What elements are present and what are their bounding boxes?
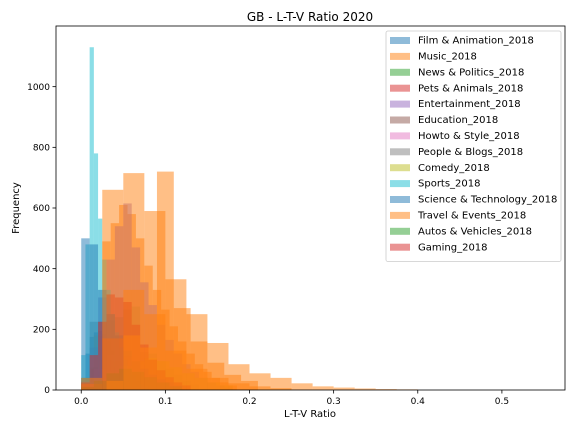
histogram-bar xyxy=(270,377,292,390)
histogram-bar xyxy=(89,47,94,390)
histogram-bar xyxy=(228,364,250,390)
y-axis-label: Frequency xyxy=(11,182,22,234)
legend-swatch xyxy=(390,180,410,188)
legend-item: News & Politics_2018 xyxy=(390,67,524,78)
histogram-bar xyxy=(186,314,208,390)
histogram-bar xyxy=(291,383,313,390)
histogram-bar xyxy=(249,373,271,390)
x-tick-label: 0.1 xyxy=(158,397,172,407)
y-tick-label: 200 xyxy=(33,326,50,336)
legend-swatch xyxy=(390,132,410,140)
legend-swatch xyxy=(390,196,410,203)
legend-swatch xyxy=(390,52,410,60)
legend-item: Music_2018 xyxy=(390,52,477,63)
legend-label: People & Blogs_2018 xyxy=(418,147,523,158)
y-tick-label: 800 xyxy=(33,144,50,154)
histogram-bar xyxy=(102,189,124,390)
x-axis-ticks: 0.0 0.1 0.2 0.3 0.4 0.5 xyxy=(74,390,509,407)
legend-swatch xyxy=(390,211,410,219)
histogram-bar xyxy=(207,342,229,390)
legend-swatch xyxy=(390,243,410,251)
legend-label: Travel & Events_2018 xyxy=(417,211,526,222)
y-tick-label: 600 xyxy=(33,204,50,214)
bars-layer xyxy=(81,47,418,390)
legend-label: Sports_2018 xyxy=(418,179,481,190)
legend-item: Sports_2018 xyxy=(390,179,481,190)
x-tick-label: 0.5 xyxy=(495,397,509,407)
y-tick-label: 1000 xyxy=(27,83,50,93)
legend-item: Gaming_2018 xyxy=(390,242,488,253)
legend-item: Film & Animation_2018 xyxy=(390,36,534,47)
legend-item: Autos & Vehicles_2018 xyxy=(390,226,532,237)
histogram-bar xyxy=(81,238,90,390)
legend-label: Music_2018 xyxy=(418,52,477,63)
legend-label: Pets & Animals_2018 xyxy=(418,83,523,94)
legend-item: Howto & Style_2018 xyxy=(390,131,520,142)
legend-label: Science & Technology_2018 xyxy=(418,195,557,206)
y-tick-label: 400 xyxy=(33,265,50,275)
histogram-bar xyxy=(119,204,128,390)
x-tick-label: 0.2 xyxy=(242,397,256,407)
histogram-bar xyxy=(354,388,376,390)
legend-label: Entertainment_2018 xyxy=(418,99,521,110)
legend-label: Film & Animation_2018 xyxy=(418,36,534,47)
x-tick-label: 0.0 xyxy=(74,397,89,407)
histogram-bar xyxy=(165,279,187,390)
legend-swatch xyxy=(390,227,410,235)
legend: Film & Animation_2018 Music_2018 News & Po… xyxy=(385,30,562,263)
legend-item: Science & Technology_2018 xyxy=(390,195,557,206)
histogram-bar xyxy=(81,377,103,390)
legend-label: Howto & Style_2018 xyxy=(418,131,520,142)
legend-swatch xyxy=(390,116,410,124)
legend-label: News & Politics_2018 xyxy=(418,67,524,78)
legend-item: People & Blogs_2018 xyxy=(390,147,523,158)
legend-label: Autos & Vehicles_2018 xyxy=(418,226,532,237)
histogram-bar xyxy=(312,386,334,390)
legend-item: Travel & Events_2018 xyxy=(390,211,526,222)
x-tick-label: 0.4 xyxy=(411,397,426,407)
legend-swatch xyxy=(390,164,410,172)
y-axis-ticks: 0 200 400 600 800 1000 xyxy=(27,83,56,396)
y-tick-label: 0 xyxy=(44,386,50,396)
histogram-bar xyxy=(89,355,99,390)
x-tick-label: 0.3 xyxy=(326,397,340,407)
legend-swatch xyxy=(390,148,410,156)
legend-label: Gaming_2018 xyxy=(418,242,488,253)
histogram-bar xyxy=(89,244,99,390)
histogram-bar xyxy=(144,211,166,390)
legend-item: Comedy_2018 xyxy=(390,163,490,174)
legend-swatch xyxy=(390,84,410,92)
x-axis-label: L-T-V Ratio xyxy=(284,409,336,420)
legend-swatch xyxy=(390,37,410,44)
legend-swatch xyxy=(390,68,410,76)
chart-title: GB - L-T-V Ratio 2020 xyxy=(247,10,373,24)
series-15-bars xyxy=(81,173,418,390)
legend-item: Education_2018 xyxy=(390,115,498,126)
legend-item: Pets & Animals_2018 xyxy=(390,83,523,94)
histogram-bar xyxy=(375,389,397,390)
legend-frame xyxy=(385,30,562,263)
histogram-bar xyxy=(123,173,145,390)
legend-swatch xyxy=(390,100,410,108)
histogram-bar xyxy=(333,387,355,390)
legend-item: Entertainment_2018 xyxy=(390,99,521,110)
legend-label: Education_2018 xyxy=(418,115,498,126)
legend-label: Comedy_2018 xyxy=(418,163,490,174)
